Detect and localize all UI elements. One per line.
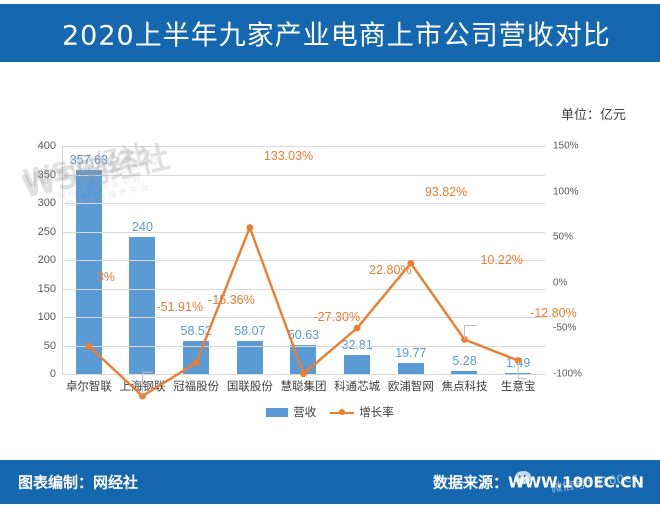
y-axis-tick-left: 350 — [37, 168, 56, 181]
legend-item-growth[interactable]: 增长率 — [330, 404, 394, 420]
y-axis-tick-right: 100% — [553, 186, 579, 198]
growth-value-label: -51.91% — [156, 300, 204, 315]
header-bar: 2020上半年九家产业电商上市公司营收对比 — [0, 4, 660, 62]
gridline — [62, 203, 545, 204]
y-axis-tick-right: 150% — [553, 140, 579, 152]
y-axis-tick-left: 300 — [37, 197, 56, 209]
growth-value-label: 93.82% — [424, 185, 468, 200]
y-axis-tick-right: 50% — [553, 231, 574, 243]
legend-label-revenue: 营收 — [293, 405, 317, 419]
x-axis-label: 卓尔智联 — [65, 379, 112, 393]
y-axis-tick-left: 150 — [37, 282, 56, 295]
y-axis-tick-left: 200 — [37, 254, 56, 266]
growth-value-label: 133.03% — [263, 149, 314, 164]
x-axis-label: 欧浦智网 — [387, 379, 434, 393]
gridline — [62, 288, 545, 290]
revenue-bar[interactable] — [344, 355, 371, 374]
y-axis-tick-right: 0% — [553, 277, 568, 289]
bar-value-label: 50.63 — [287, 328, 320, 343]
bar-value-label: 1.49 — [505, 356, 531, 371]
gridline — [62, 317, 545, 318]
x-axis-label: 科通芯城 — [334, 379, 381, 393]
y-axis-tick-left: 400 — [37, 140, 56, 152]
x-axis-label: 上海钢联 — [119, 379, 166, 393]
x-axis-label: 焦点科技 — [441, 379, 488, 393]
gridline — [62, 231, 545, 233]
x-axis-label: 慧聪集团 — [280, 379, 327, 393]
x-axis-label: 冠福股份 — [173, 379, 220, 393]
legend-label-growth: 增长率 — [359, 405, 394, 419]
gridline — [62, 374, 545, 375]
bar-swatch-icon — [266, 407, 289, 417]
y-axis-tick-right: -50% — [553, 322, 577, 334]
y-axis-tick-left: 100 — [37, 311, 56, 323]
growth-value-label: -27.30% — [313, 309, 361, 324]
footer-compiled-by: 图表编制：网经社 — [18, 473, 139, 492]
growth-value-label: 22.80% — [369, 263, 412, 277]
growth-value-label: 10.22% — [480, 253, 523, 268]
y-axis-tick-left: 250 — [37, 225, 56, 238]
page-title: 2020上半年九家产业电商上市公司营收对比 — [62, 20, 611, 52]
growth-value-label: -15.36% — [208, 292, 255, 307]
chart-grid: 357.63 240 58.52 58.07 50.63 32.81 19.77 5.28 1.… — [38, 140, 582, 380]
unit-note: 单位：亿元 — [560, 107, 626, 122]
gridline — [62, 345, 545, 347]
line-swatch-icon — [330, 408, 355, 417]
bar-value-label: 357.63 — [69, 153, 108, 168]
revenue-bar[interactable] — [397, 362, 424, 374]
x-axis-label: 生意宝 — [500, 379, 536, 393]
bar-value-label: 19.77 — [395, 345, 427, 360]
growth-value-label: 3% — [96, 270, 115, 285]
growth-value-label: -12.80% — [530, 306, 577, 321]
gridline — [62, 260, 545, 261]
footer-bar: 图表编制：网经社 数据来源：WWW.100EC.CN 微信号：i100ec — [0, 460, 660, 504]
footer-data-source: 数据来源：WWW.100EC.CN — [433, 473, 644, 492]
chart-legend: 营收 增长率 — [0, 402, 660, 422]
bar-value-label: 5.28 — [452, 354, 477, 368]
y-axis-tick-left: 0 — [49, 368, 56, 380]
y-axis-tick-right: -100% — [553, 368, 582, 380]
bar-value-label: 58.07 — [234, 323, 266, 338]
x-axis-labels: 卓尔智联 上海钢联 冠福股份 国联股份 慧聪集团 科通芯城 欧浦智网 焦点科技 生意宝 — [62, 378, 545, 398]
chart-plot-area: 单位：亿元 357.63 240 58.52 58.07 50.63 32.81 19.77… — [0, 66, 660, 446]
gridline — [62, 174, 545, 176]
x-axis-label: 国联股份 — [226, 379, 273, 393]
gridline — [62, 146, 545, 147]
revenue-bar[interactable] — [129, 237, 156, 374]
revenue-bar[interactable] — [290, 345, 317, 374]
legend-item-revenue[interactable]: 营收 — [266, 404, 316, 420]
y-axis-tick-left: 50 — [43, 339, 56, 352]
bar-value-label: 58.52 — [180, 323, 212, 338]
